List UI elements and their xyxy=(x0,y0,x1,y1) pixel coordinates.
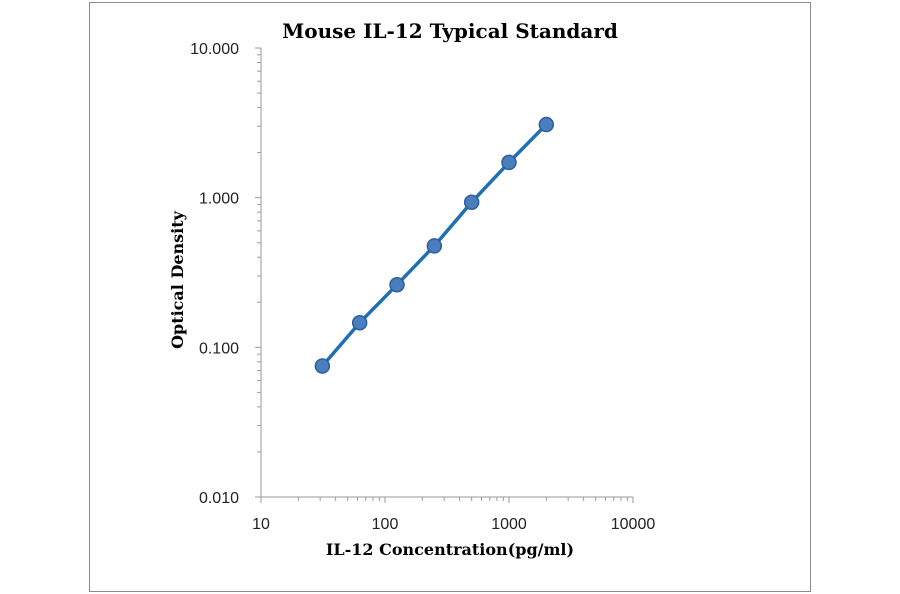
data-point xyxy=(351,314,368,331)
x-tick-label: 10 xyxy=(252,516,270,533)
y-tick-label: 0.100 xyxy=(199,340,239,357)
tick-labels: 10 100 1000 10000 0.010 0.100 1.000 10.000 xyxy=(190,41,655,533)
x-tick-label: 1000 xyxy=(491,516,527,533)
x-axis-title: IL-12 Concentration(pg/ml) xyxy=(326,540,574,559)
data-point xyxy=(314,358,331,374)
ticks xyxy=(255,47,634,503)
y-tick-label: 10.000 xyxy=(190,41,239,58)
data-points xyxy=(314,116,555,374)
chart-frame xyxy=(89,2,811,592)
chart-title: Mouse IL-12 Typical Standard xyxy=(282,19,618,43)
axes xyxy=(260,48,633,498)
data-point xyxy=(538,116,555,133)
data-point xyxy=(426,238,443,254)
x-tick-label: 100 xyxy=(372,516,399,533)
y-tick-label: 1.000 xyxy=(199,191,239,208)
y-tick-label: 0.010 xyxy=(199,490,239,507)
data-point xyxy=(501,154,517,171)
data-point xyxy=(463,194,480,210)
y-axis-title: Optical Density xyxy=(168,210,187,349)
x-tick-label: 10000 xyxy=(611,516,656,533)
data-point xyxy=(389,276,405,293)
